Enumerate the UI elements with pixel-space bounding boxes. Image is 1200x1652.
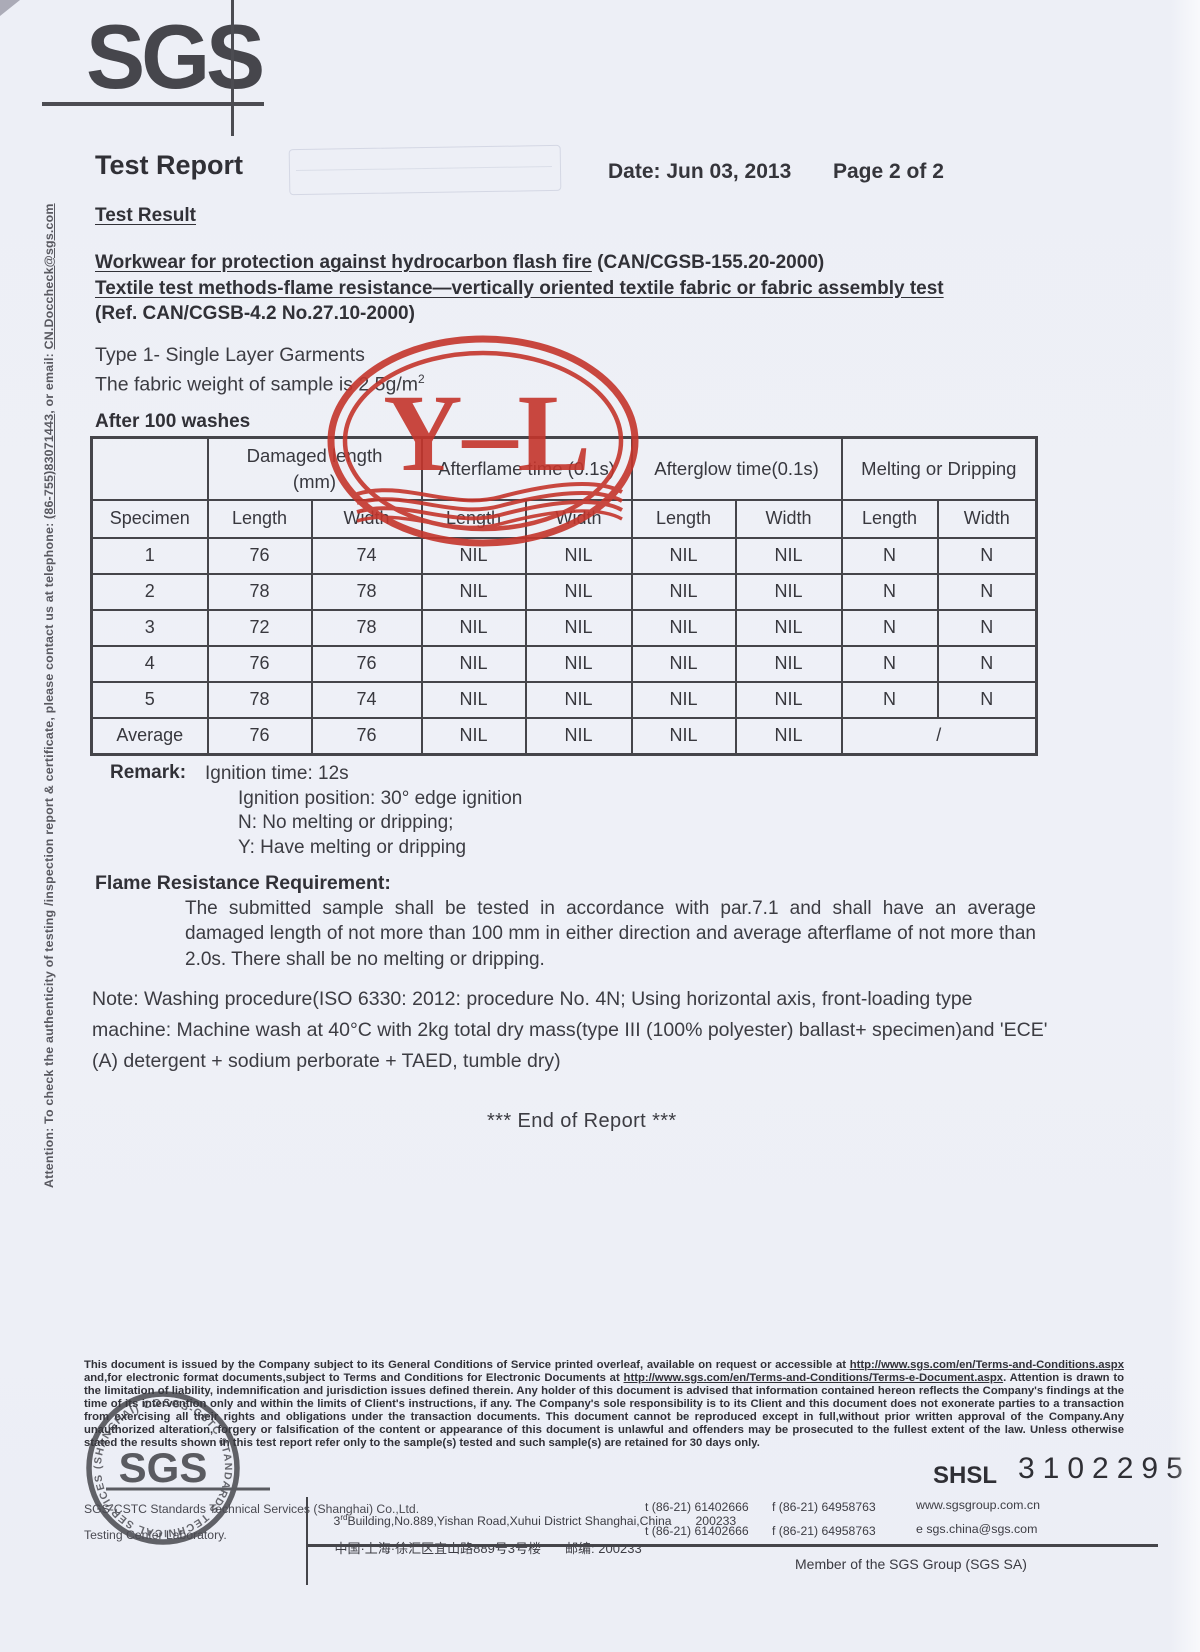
- ref-number: 3102295: [1018, 1452, 1191, 1485]
- logo-underline: [42, 102, 264, 106]
- attention-email: CN.Doccheck@sgs.com: [42, 203, 56, 350]
- attention-text: Attention: To check the authenticity of …: [42, 518, 56, 1188]
- after-washes-label: After 100 washes: [95, 411, 251, 432]
- average-melting-cell: /: [840, 716, 1038, 756]
- test-result-heading: Test Result: [95, 205, 197, 226]
- remark-ignition-time: Ignition time: 12s: [205, 763, 349, 784]
- sgs-circular-stamp: SGS-CSTC STANDARDS TECHNICAL SERVICES (S…: [79, 1381, 270, 1545]
- attention-phone: (86-755)83071443: [42, 413, 56, 519]
- remark-y-legend: Y: Have melting or dripping: [238, 836, 467, 858]
- footer-website: www.sgsgroup.com.cn: [916, 1498, 1040, 1512]
- terms-url: http://www.sgs.com/en/Terms-and-Conditio…: [849, 1359, 1124, 1371]
- remark-n-legend: N: No melting or dripping;: [238, 812, 454, 834]
- footer-fax-2: f (86-21) 64958763: [772, 1524, 876, 1538]
- standard-ref: (Ref. CAN/CGSB-4.2 No.27.10-2000): [95, 303, 415, 324]
- fabric-weight-line: The fabric weight of sample is 2 5g/m2: [95, 371, 425, 396]
- footer-postal-en: 200233: [695, 1514, 737, 1529]
- report-title: Test Report: [95, 150, 244, 180]
- sgs-stamp-center-text: SGS: [119, 1444, 208, 1491]
- table-subheader-row: Specimen Length Width Length Width Lengt…: [90, 498, 1038, 539]
- footer-fax-1: f (86-21) 64958763: [772, 1500, 876, 1514]
- footer-rule-line: [306, 1544, 1158, 1547]
- sample-description: Type 1- Single Layer Garments The fabric…: [95, 344, 425, 397]
- footer-address-cn: 中国·上海·徐汇区宜山路889号3号楼 邮编: 200233: [334, 1541, 642, 1556]
- yl-stamp-text: Y–L: [383, 372, 591, 494]
- ref-number-prefix: SHSL: [933, 1462, 998, 1489]
- table-row-specimen-5: 5 78 74 NIL NIL NIL NIL N N: [90, 680, 1038, 719]
- table-row-specimen-3: 3 72 78 NIL NIL NIL NIL N N: [90, 608, 1038, 647]
- footer-email: e sgs.china@sgs.com: [916, 1522, 1038, 1536]
- terms-e-doc-url: http://www.sgs.com/en/Terms-and-Conditio…: [623, 1372, 1004, 1384]
- report-date: Date: Jun 03, 2013: [608, 160, 792, 183]
- erased-area-artifact: [288, 144, 562, 196]
- col-group-afterglow: Afterglow time(0.1s): [630, 436, 843, 501]
- footer-company-line2: Testing Center Laboratory.: [84, 1528, 227, 1542]
- garment-type-line: Type 1- Single Layer Garments: [95, 344, 365, 366]
- footer-telephone-2: t (86-21) 61402666: [645, 1524, 749, 1538]
- legal-text: This document is issued by the Company s…: [84, 1359, 1124, 1449]
- table-corner-cell: [90, 436, 209, 501]
- page-number: Page 2 of 2: [833, 160, 944, 183]
- standard-title-block: Workwear for protection against hydrocar…: [95, 250, 1045, 327]
- footer-member-text: Member of the SGS Group (SGS SA): [795, 1556, 1027, 1572]
- table-row-average: Average 76 76 NIL NIL NIL NIL /: [90, 716, 1038, 756]
- results-table: Damaged length (mm) Afterflame time (0.1…: [90, 436, 1039, 756]
- col-group-melting: Melting or Dripping: [840, 436, 1038, 501]
- standard-line-2: Textile test methods-flame resistance—ve…: [95, 277, 944, 299]
- footer-telephone-1: t (86-21) 61402666: [645, 1500, 749, 1514]
- flame-requirement-body: The submitted sample shall be tested in …: [185, 898, 1036, 970]
- end-of-report: *** End of Report ***: [487, 1110, 677, 1132]
- table-row-specimen-4: 4 76 76 NIL NIL NIL NIL N N: [90, 644, 1038, 683]
- table-row-specimen-2: 2 78 78 NIL NIL NIL NIL N N: [90, 572, 1038, 611]
- sgs-logo: SGS: [86, 7, 265, 108]
- scan-corner-artifact: [0, 0, 20, 16]
- washing-note: Note: Washing procedure(ISO 6330: 2012: …: [92, 988, 1048, 1072]
- logo-crop-mark: [231, 0, 234, 136]
- footer-company-name: SGS-CSTC Standards Technical Services (S…: [84, 1502, 420, 1516]
- table-row-specimen-1: 1 76 74 NIL NIL NIL NIL N N: [90, 536, 1038, 575]
- remark-ignition-position: Ignition position: 30° edge ignition: [238, 787, 523, 809]
- remark-label: Remark:: [110, 762, 187, 783]
- yl-red-stamp: Y–L: [327, 335, 639, 547]
- flame-requirement-heading: Flame Resistance Requirement:: [95, 872, 391, 894]
- attention-sidebar-text: Attention: To check the authenticity of …: [42, 203, 56, 1188]
- remark-lines: Ignition time: 12s Ignition position: 30…: [205, 762, 522, 860]
- standard-line-1: Workwear for protection against hydrocar…: [95, 252, 825, 273]
- footer-address-en: 3rdBuilding,No.889,Yishan Road,Xuhui Dis…: [333, 1513, 737, 1529]
- footer-divider-line: [306, 1497, 308, 1585]
